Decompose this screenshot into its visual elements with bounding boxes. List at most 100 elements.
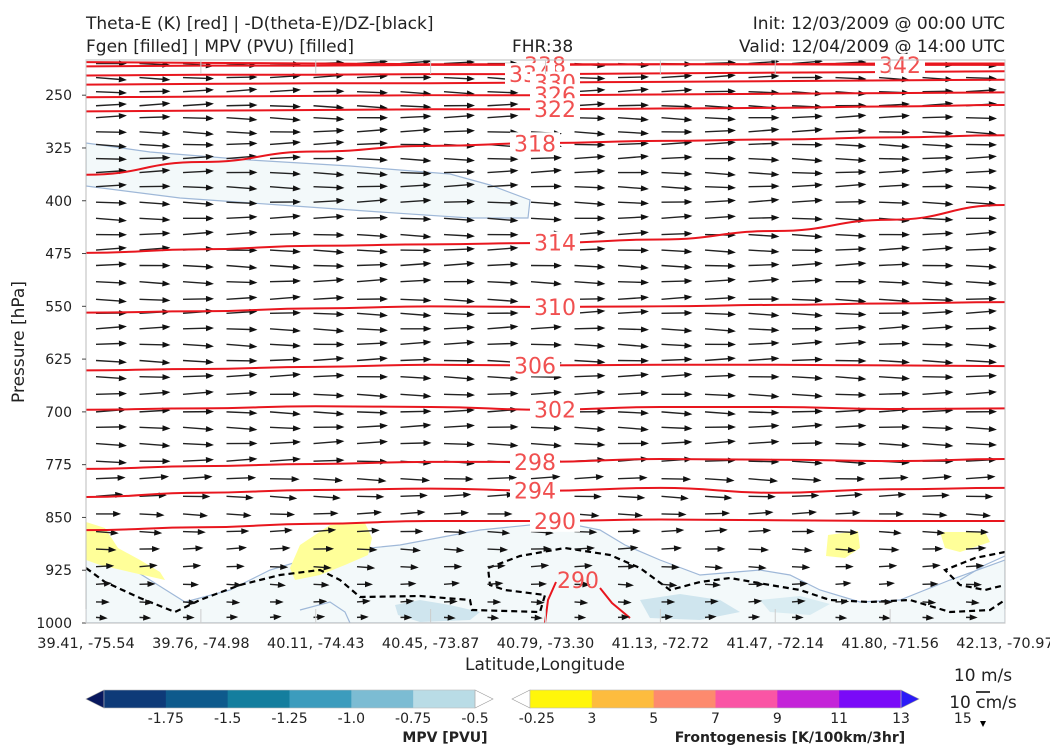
- wind-vector-head: [982, 512, 992, 519]
- wind-vector-head: [630, 545, 639, 552]
- wind-vector-head: [945, 389, 954, 396]
- y-tick-label: 250: [45, 88, 72, 104]
- theta-e-contour-label: 290: [557, 569, 599, 594]
- wind-vector-head: [640, 185, 649, 192]
- wind-vector-head: [249, 102, 258, 109]
- wind-vector-head: [988, 280, 997, 287]
- wind-vector-head: [684, 439, 693, 446]
- mpv-fill-small-3: [760, 596, 830, 615]
- wind-vector-head: [640, 279, 649, 286]
- wind-vector-head: [945, 425, 954, 432]
- wind-vector-head: [886, 580, 895, 587]
- wind-vector-head: [466, 339, 475, 346]
- wind-vector-head: [186, 614, 195, 621]
- valid-time: Valid: 12/04/2009 @ 14:00 UTC: [739, 37, 1005, 57]
- wind-vector-head: [597, 184, 606, 191]
- wind-vector-head: [162, 216, 171, 223]
- colorbar-tick-label: 7: [711, 711, 720, 727]
- wind-vector-head: [99, 614, 108, 621]
- stability-dashed-contour-2: [943, 550, 1005, 592]
- wind-vector-head: [771, 276, 780, 283]
- wind-vector-head: [684, 73, 693, 80]
- wind-vector-head: [321, 581, 330, 588]
- wind-vector-head: [466, 375, 475, 382]
- wind-vector-head: [249, 343, 258, 350]
- wind-vector-head: [205, 141, 214, 148]
- wind-vector-head: [988, 153, 997, 160]
- wind-vector-head: [795, 614, 804, 621]
- wind-vector-head: [973, 581, 982, 588]
- wind-vector-head: [928, 599, 937, 606]
- wind-vector-head: [771, 422, 780, 429]
- wind-vector-head: [336, 277, 345, 284]
- wind-vector-head: [901, 442, 910, 449]
- mpv-fill-small-1: [395, 600, 480, 622]
- colorbar-tick-label: 9: [773, 711, 782, 727]
- wind-vector-head: [249, 456, 258, 463]
- wind-vector-head: [814, 312, 823, 319]
- wind-vector-head: [510, 199, 519, 206]
- wind-vector-head: [814, 325, 823, 332]
- wind-vector-head: [466, 127, 475, 134]
- wind-vector-head: [724, 494, 733, 501]
- wind-vector-head: [858, 422, 867, 429]
- wind-vector-head: [901, 182, 910, 189]
- wind-vector-head: [162, 130, 171, 137]
- wind-vector-head: [460, 510, 470, 517]
- wind-vector-head: [195, 545, 204, 552]
- wind-vector-head: [640, 264, 649, 271]
- wind-vector-head: [118, 199, 127, 206]
- wind-vector-head: [858, 375, 867, 382]
- wind-vector-head: [243, 512, 252, 519]
- wind-vector-head: [978, 545, 987, 552]
- wind-vector-head: [858, 311, 867, 318]
- wind-vector-head: [727, 88, 736, 95]
- wind-vector-head: [449, 598, 458, 605]
- wind-vector-head: [118, 390, 127, 397]
- wind-vector-head: [988, 229, 997, 236]
- wind-vector-head: [292, 116, 301, 123]
- wind-vector-head: [579, 599, 589, 606]
- wind-vector-head: [205, 75, 214, 82]
- contour-label-bg: [530, 295, 580, 318]
- wind-vector-head: [945, 324, 954, 331]
- wind-vector-head: [945, 130, 954, 137]
- wind-vector-head: [162, 200, 171, 207]
- colorbar-frame: [529, 689, 902, 709]
- wind-vector-head: [727, 311, 736, 318]
- wind-vector-head: [901, 390, 910, 397]
- wind-vector-head: [249, 279, 258, 286]
- wind-vector-head: [336, 127, 345, 134]
- wind-vector-head: [284, 527, 293, 534]
- colorbar-swatch: [165, 690, 229, 708]
- wind-vector-head: [727, 248, 736, 255]
- wind-vector-head: [118, 76, 127, 83]
- wind-vector-head: [336, 410, 345, 417]
- wind-vector-head: [814, 408, 823, 415]
- wind-vector-head: [727, 294, 736, 301]
- wind-vector-head: [985, 493, 994, 500]
- wind-vector-head: [771, 197, 780, 204]
- wind-vector-head: [640, 247, 649, 254]
- wind-vector-head: [336, 424, 345, 431]
- wind-vector-head: [640, 409, 649, 416]
- wind-vector-head: [882, 614, 891, 621]
- wind-vector-head: [423, 74, 432, 81]
- wind-vector-head: [334, 477, 344, 484]
- wind-vector-head: [684, 213, 693, 220]
- wind-vector-head: [373, 509, 383, 516]
- colorbar-swatch: [777, 690, 840, 708]
- wind-vector-head: [721, 510, 731, 517]
- x-tick-label: 40.79, -73.30: [497, 636, 594, 652]
- wind-vector-head: [162, 76, 171, 83]
- wind-vector-head: [667, 598, 676, 605]
- wind-vector-head: [328, 527, 337, 534]
- wind-vector-head: [684, 391, 693, 398]
- y-tick-label: 400: [45, 194, 72, 210]
- wind-vector-head: [118, 358, 127, 365]
- wind-vector-head: [771, 312, 780, 319]
- wind-vector-head: [466, 260, 475, 267]
- wind-vector-head: [676, 527, 685, 534]
- wind-vector-head: [586, 545, 596, 552]
- wind-vector-head: [118, 89, 127, 96]
